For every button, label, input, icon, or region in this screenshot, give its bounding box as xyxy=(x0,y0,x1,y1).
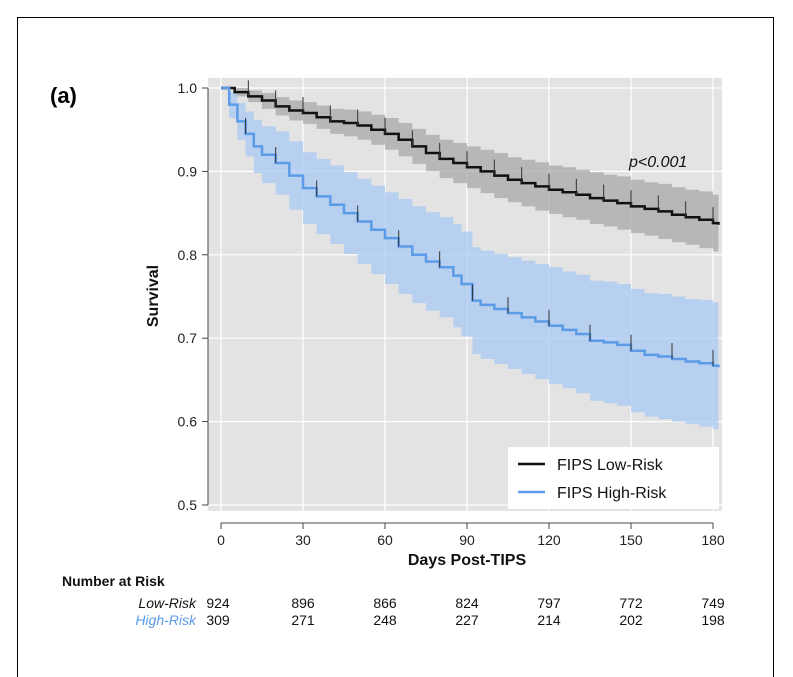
legend-box xyxy=(508,447,719,509)
risk-value: 227 xyxy=(455,612,479,628)
risk-value: 749 xyxy=(701,595,725,611)
x-tick-label: 60 xyxy=(377,532,393,548)
p-value-annotation: p<0.001 xyxy=(628,154,687,171)
risk-value: 824 xyxy=(455,595,479,611)
x-tick-label: 90 xyxy=(459,532,475,548)
figure-frame xyxy=(17,17,774,677)
x-tick-label: 120 xyxy=(537,532,561,548)
x-axis-title: Days Post-TIPS xyxy=(408,552,527,569)
y-tick-label: 0.8 xyxy=(178,247,198,263)
y-tick-label: 0.6 xyxy=(178,414,198,430)
risk-value: 896 xyxy=(291,595,315,611)
y-axis-title: Survival xyxy=(145,265,162,327)
panel-label: (a) xyxy=(50,83,77,108)
y-tick-label: 0.9 xyxy=(178,163,198,179)
risk-table-title: Number at Risk xyxy=(62,573,165,589)
risk-value: 309 xyxy=(206,612,230,628)
risk-value: 772 xyxy=(619,595,643,611)
confidence-band-low-risk xyxy=(221,88,719,254)
survival-lines xyxy=(221,86,720,368)
risk-row-label: Low-Risk xyxy=(138,595,197,611)
confidence-bands xyxy=(221,88,719,431)
survival-line-high-risk xyxy=(221,86,720,368)
survival-line-low-risk xyxy=(221,86,720,225)
legend: FIPS Low-Risk FIPS High-Risk xyxy=(508,447,719,509)
x-axis: 0 30 60 90 120 150 180 xyxy=(217,522,725,548)
risk-value: 202 xyxy=(619,612,643,628)
legend-label-high-risk: FIPS High-Risk xyxy=(557,485,667,502)
x-tick-label: 180 xyxy=(701,532,725,548)
risk-value: 924 xyxy=(206,595,230,611)
risk-value: 214 xyxy=(537,612,561,628)
y-axis: 0.5 0.6 0.7 0.8 0.9 1.0 xyxy=(178,80,209,513)
risk-table: Low-Risk 924 896 866 824 797 772 749 High-Risk 30… xyxy=(135,595,725,628)
y-tick-label: 0.5 xyxy=(178,497,198,513)
risk-value: 248 xyxy=(373,612,397,628)
confidence-band-high-risk xyxy=(221,88,719,431)
x-tick-label: 30 xyxy=(295,532,311,548)
risk-value: 797 xyxy=(537,595,561,611)
risk-row-label: High-Risk xyxy=(135,612,197,628)
legend-label-low-risk: FIPS Low-Risk xyxy=(557,457,664,474)
censor-marks xyxy=(245,80,714,366)
risk-value: 866 xyxy=(373,595,397,611)
risk-value: 271 xyxy=(291,612,315,628)
x-tick-label: 0 xyxy=(217,532,225,548)
risk-value: 198 xyxy=(701,612,725,628)
y-tick-label: 1.0 xyxy=(178,80,198,96)
y-tick-label: 0.7 xyxy=(178,330,198,346)
x-tick-label: 150 xyxy=(619,532,643,548)
